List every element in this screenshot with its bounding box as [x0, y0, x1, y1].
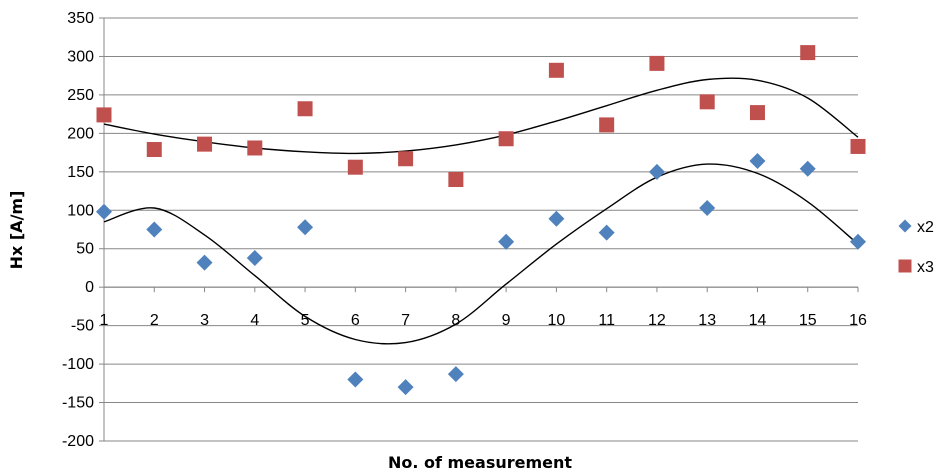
x3-point	[548, 62, 564, 78]
x-tick-label: 1	[100, 312, 109, 329]
x-tick-label: 6	[351, 312, 360, 329]
x-tick-label: 2	[150, 312, 159, 329]
x-tick-label: 10	[548, 312, 566, 329]
y-axis-title: Hx [A/m]	[7, 191, 26, 270]
x3-point	[498, 131, 514, 147]
trendlines	[103, 77, 859, 345]
x3-point	[800, 45, 816, 61]
x3-point	[197, 136, 213, 152]
x2-point	[548, 210, 565, 227]
x2-point	[96, 203, 112, 220]
x2-point	[699, 199, 716, 216]
y-tick-label: -200	[62, 433, 94, 450]
x-tick-label: 8	[451, 312, 460, 329]
x3-point	[699, 94, 715, 110]
x-tick-label: 14	[749, 312, 767, 329]
x-axis-title: No. of measurement	[388, 453, 572, 472]
x3-trendline	[103, 77, 859, 155]
x2-point	[246, 249, 263, 266]
y-tick-label: 350	[67, 10, 94, 27]
x3-point	[850, 138, 866, 154]
x3-point	[749, 105, 765, 121]
x3-point	[347, 159, 363, 175]
x3-point	[247, 140, 263, 156]
x-tick-label: 13	[698, 312, 716, 329]
data-points	[96, 45, 866, 396]
x3-point	[649, 55, 665, 71]
x-tick-label: 3	[200, 312, 209, 329]
x2-point	[297, 219, 314, 236]
y-tick-label: -100	[62, 356, 94, 373]
y-tick-label: 300	[67, 48, 94, 65]
y-tick-label: 50	[76, 241, 94, 258]
x2-point	[347, 371, 364, 388]
x3-point	[297, 101, 313, 117]
legend-label: x2	[917, 219, 934, 236]
x2-trendline	[103, 163, 859, 345]
y-tick-label: 100	[67, 202, 94, 219]
x2-point	[397, 379, 414, 396]
x-tick-label: 9	[502, 312, 511, 329]
x-tick-label: 4	[250, 312, 259, 329]
y-tick-label: -50	[71, 318, 94, 335]
x3-point	[398, 151, 414, 167]
legend-marker	[898, 259, 912, 273]
x2-point	[799, 160, 816, 177]
x-tick-label: 7	[401, 312, 410, 329]
x-tick-label: 15	[799, 312, 817, 329]
x2-point	[749, 153, 766, 170]
x2-point	[850, 233, 866, 250]
legend-item-x3: x3	[898, 259, 934, 276]
x2-point	[498, 233, 515, 250]
y-tick-label: -150	[62, 395, 94, 412]
legend-label: x3	[917, 259, 934, 276]
x2-point	[598, 224, 615, 241]
y-tick-label: 150	[67, 164, 94, 181]
y-tick-label: 250	[67, 87, 94, 104]
legend-marker	[898, 219, 912, 233]
y-tick-label: 200	[67, 125, 94, 142]
legend-item-x2: x2	[898, 219, 934, 236]
x2-point	[196, 254, 213, 271]
y-tick-label: 0	[85, 279, 94, 296]
x3-point	[146, 142, 162, 158]
x-tick-label: 5	[301, 312, 310, 329]
x3-point	[448, 172, 464, 188]
x2-point	[447, 366, 464, 383]
x-tick-label: 12	[648, 312, 666, 329]
x3-point	[599, 117, 615, 133]
legend: x2 x3	[898, 219, 934, 276]
gridlines	[104, 17, 858, 442]
axes	[99, 17, 859, 442]
x2-point	[648, 163, 665, 180]
x3-point	[96, 107, 112, 123]
x2-point	[146, 221, 163, 238]
x-tick-label: 11	[598, 312, 615, 329]
x-tick-label: 16	[849, 312, 867, 329]
